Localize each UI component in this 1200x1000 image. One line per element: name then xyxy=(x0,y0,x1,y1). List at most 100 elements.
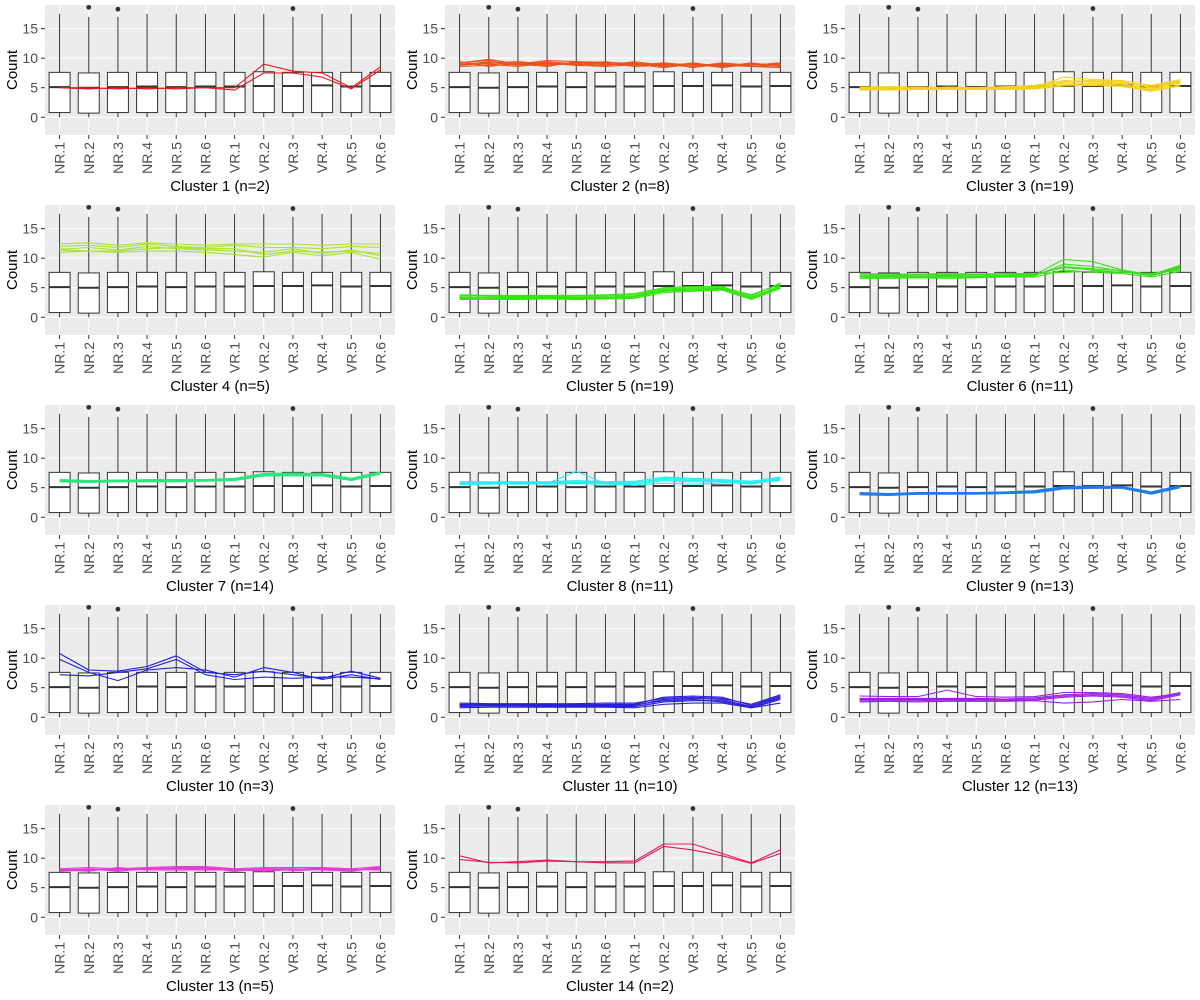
y-tick-label: 10 xyxy=(822,450,838,466)
x-tick-label: NR.2 xyxy=(481,942,497,974)
box xyxy=(506,671,529,714)
y-tick-label: 0 xyxy=(30,309,38,325)
x-tick-label: NR.6 xyxy=(597,142,613,174)
box xyxy=(252,71,275,114)
x-tick-label: NR.4 xyxy=(539,342,555,374)
x-tick-label: NR.6 xyxy=(197,542,213,574)
x-tick-label: VR.6 xyxy=(772,342,788,373)
series-line xyxy=(459,843,781,864)
x-tick-label: VR.4 xyxy=(314,542,330,573)
x-tick-label: VR.3 xyxy=(285,742,301,773)
box-outlier xyxy=(1090,606,1096,611)
x-tick-label: NR.5 xyxy=(168,742,184,774)
box xyxy=(1169,71,1192,114)
x-tick-label: NR.4 xyxy=(539,542,555,574)
box xyxy=(1081,471,1104,514)
panel-label: Cluster 10 (n=3) xyxy=(166,778,274,795)
x-tick-label: VR.6 xyxy=(1172,142,1188,173)
box-outlier xyxy=(486,4,492,10)
x-tick-label: VR.1 xyxy=(227,542,243,573)
box xyxy=(536,271,559,314)
x-tick-label: NR.1 xyxy=(52,742,68,774)
x-tick-label: VR.5 xyxy=(743,742,759,773)
x-tick-label: VR.3 xyxy=(1085,742,1101,773)
box xyxy=(848,271,871,314)
x-tick-label: VR.4 xyxy=(314,942,330,973)
y-axis-title: Count xyxy=(404,849,421,890)
box xyxy=(1023,671,1046,714)
panel-label: Cluster 5 (n=19) xyxy=(566,378,674,395)
box xyxy=(136,271,159,314)
x-tick-label: VR.6 xyxy=(772,142,788,173)
series-line xyxy=(59,866,381,872)
x-tick-label: NR.6 xyxy=(597,742,613,774)
box xyxy=(48,671,71,714)
box-outlier xyxy=(915,6,921,12)
facet-panel: 0 5 10 15 NR.1 NR.2 NR.3 NR.4 NR.5 NR.6 VR.1 VR.2 VR… xyxy=(404,604,795,795)
box xyxy=(681,671,704,714)
box xyxy=(506,471,529,514)
box xyxy=(565,471,588,514)
x-tick-label: VR.2 xyxy=(256,542,272,573)
x-tick-label: VR.1 xyxy=(1027,742,1043,773)
x-tick-label: NR.4 xyxy=(139,942,155,974)
box xyxy=(594,271,617,314)
y-tick-label: 5 xyxy=(30,80,38,96)
y-axis-title: Count xyxy=(804,649,821,690)
series-line xyxy=(459,696,781,708)
x-tick-label: VR.4 xyxy=(314,342,330,373)
series-line xyxy=(459,285,781,299)
x-tick-label: VR.6 xyxy=(372,742,388,773)
box xyxy=(994,671,1017,714)
x-tick-label: NR.1 xyxy=(452,342,468,374)
box xyxy=(194,271,217,314)
box xyxy=(769,471,792,514)
box xyxy=(77,672,100,714)
box xyxy=(48,271,71,314)
box xyxy=(165,871,188,914)
y-tick-label: 0 xyxy=(830,109,838,125)
box xyxy=(281,871,304,914)
series-line xyxy=(59,867,381,872)
y-tick-label: 15 xyxy=(422,621,438,637)
y-tick-label: 10 xyxy=(822,650,838,666)
x-tick-label: VR.4 xyxy=(714,542,730,573)
x-tick-label: NR.2 xyxy=(481,542,497,574)
box xyxy=(340,271,363,314)
x-tick-label: VR.3 xyxy=(1085,342,1101,373)
x-tick-label: VR.2 xyxy=(256,342,272,373)
x-tick-label: NR.3 xyxy=(510,542,526,574)
panel-label: Cluster 1 (n=2) xyxy=(170,178,270,195)
y-tick-label: 10 xyxy=(422,650,438,666)
panel-background xyxy=(45,605,395,735)
box xyxy=(506,271,529,314)
x-tick-label: VR.5 xyxy=(743,142,759,173)
box xyxy=(1081,271,1104,314)
x-tick-label: NR.4 xyxy=(939,742,955,774)
panel-background xyxy=(845,205,1195,335)
x-tick-label: VR.3 xyxy=(1085,142,1101,173)
series-line xyxy=(859,689,1181,698)
box xyxy=(136,71,159,114)
x-tick-label: NR.2 xyxy=(481,142,497,174)
panel-label: Cluster 12 (n=13) xyxy=(962,778,1078,795)
series-line xyxy=(59,250,381,260)
y-axis-title: Count xyxy=(4,249,21,290)
box xyxy=(1023,71,1046,114)
series-line xyxy=(859,698,1181,704)
x-tick-label: NR.4 xyxy=(939,142,955,174)
x-tick-label: NR.5 xyxy=(568,942,584,974)
x-tick-label: VR.6 xyxy=(372,542,388,573)
box xyxy=(223,71,246,114)
series-line xyxy=(859,486,1181,496)
x-tick-label: NR.5 xyxy=(168,142,184,174)
facet-panel: 0 5 10 15 NR.1 NR.2 NR.3 NR.4 NR.5 NR.6 VR.1 VR.2 VR… xyxy=(804,604,1195,795)
y-tick-label: 5 xyxy=(430,80,438,96)
box xyxy=(281,71,304,114)
x-tick-label: VR.2 xyxy=(1056,742,1072,773)
x-tick-label: NR.1 xyxy=(52,542,68,574)
x-tick-label: VR.2 xyxy=(656,542,672,573)
box xyxy=(740,871,763,914)
box-outlier xyxy=(290,6,296,11)
y-tick-label: 0 xyxy=(30,709,38,725)
